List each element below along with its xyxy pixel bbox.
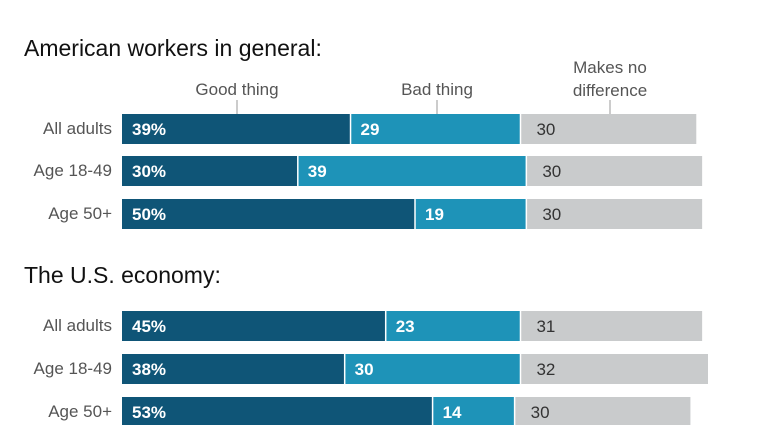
legend-label-good-thing: Good thing [195, 80, 278, 99]
legend-label-bad-thing: Bad thing [401, 80, 473, 99]
bar-bad-thing-age-50 [432, 397, 515, 425]
value-label-no-difference-age-18-49: 30 [542, 162, 561, 181]
bars-economy: All adults 45% 23 31 Age 18-49 38% 30 32 Age 50+… [34, 311, 708, 425]
panel-title-economy: The U.S. economy: [24, 262, 221, 288]
value-label-good-thing-all-adults: 39% [132, 120, 166, 139]
row-label-all-adults: All adults [43, 316, 112, 335]
row-label-age-50: Age 50+ [48, 204, 112, 223]
value-label-no-difference-all-adults: 31 [536, 317, 555, 336]
value-label-good-thing-age-50: 53% [132, 403, 166, 422]
row-label-all-adults: All adults [43, 119, 112, 138]
bar-no-difference-age-18-49 [526, 156, 703, 186]
bar-bad-thing-age-18-49 [297, 156, 527, 186]
bar-no-difference-age-50 [514, 397, 691, 425]
value-label-bad-thing-age-18-49: 39 [308, 162, 327, 181]
bar-good-thing-all-adults [122, 311, 386, 341]
value-label-bad-thing-all-adults: 23 [396, 317, 415, 336]
bar-bad-thing-all-adults [385, 311, 521, 341]
row-label-age-18-49: Age 18-49 [34, 359, 112, 378]
panel-workers: American workers in general: Good thing … [24, 35, 703, 229]
value-label-bad-thing-age-18-49: 30 [355, 360, 374, 379]
bar-good-thing-age-18-49 [122, 156, 298, 186]
bar-good-thing-age-50 [122, 397, 433, 425]
bar-no-difference-all-adults [520, 114, 697, 144]
bar-good-thing-age-50 [122, 199, 415, 229]
bars-workers: All adults 39% 29 30 Age 18-49 30% 39 30 Age 50+… [34, 114, 703, 229]
value-label-bad-thing-age-50: 14 [443, 403, 462, 422]
panel-title-workers: American workers in general: [24, 35, 322, 61]
bar-bad-thing-age-50 [415, 199, 527, 229]
legend-label-no-difference-line1: Makes no [573, 58, 647, 77]
row-label-age-18-49: Age 18-49 [34, 161, 112, 180]
legend-label-no-difference-line2: difference [573, 81, 647, 100]
value-label-bad-thing-all-adults: 29 [361, 120, 380, 139]
value-label-bad-thing-age-50: 19 [425, 205, 444, 224]
value-label-no-difference-all-adults: 30 [536, 120, 555, 139]
bar-good-thing-all-adults [122, 114, 351, 144]
value-label-no-difference-age-18-49: 32 [536, 360, 555, 379]
bar-no-difference-age-50 [526, 199, 703, 229]
bar-no-difference-age-18-49 [520, 354, 708, 384]
panel-economy: The U.S. economy: All adults 45% 23 31 Age 1… [24, 262, 708, 425]
value-label-good-thing-age-50: 50% [132, 205, 166, 224]
bar-bad-thing-all-adults [350, 114, 521, 144]
bar-good-thing-age-18-49 [122, 354, 345, 384]
value-label-good-thing-all-adults: 45% [132, 317, 166, 336]
value-label-no-difference-age-50: 30 [542, 205, 561, 224]
row-label-age-50: Age 50+ [48, 402, 112, 421]
value-label-good-thing-age-18-49: 38% [132, 360, 166, 379]
value-label-good-thing-age-18-49: 30% [132, 162, 166, 181]
bar-no-difference-all-adults [520, 311, 703, 341]
bar-bad-thing-age-18-49 [344, 354, 521, 384]
value-label-no-difference-age-50: 30 [531, 403, 550, 422]
